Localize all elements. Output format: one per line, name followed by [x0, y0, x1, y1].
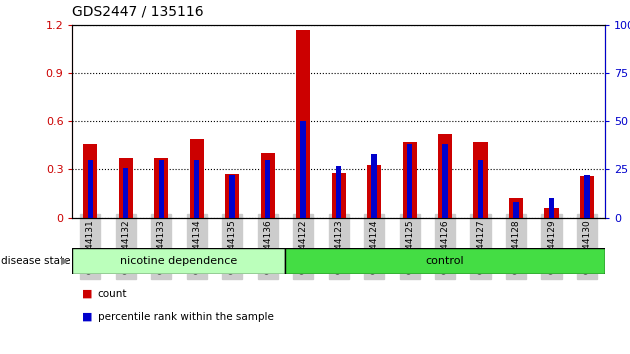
Bar	[336, 166, 341, 218]
Text: ■: ■	[82, 312, 93, 322]
Bar	[474, 142, 488, 218]
Text: count: count	[98, 289, 127, 299]
Bar	[123, 167, 129, 218]
Bar	[438, 134, 452, 218]
Text: disease state: disease state	[1, 256, 70, 266]
Bar	[225, 174, 239, 218]
Bar	[513, 202, 518, 218]
Bar	[154, 158, 168, 218]
Bar	[478, 160, 483, 218]
Bar	[229, 175, 235, 218]
Bar	[194, 160, 199, 218]
Bar	[580, 176, 594, 218]
Bar	[585, 175, 590, 218]
Bar	[544, 208, 559, 218]
Text: ■: ■	[82, 289, 93, 299]
Bar	[296, 30, 310, 218]
Bar	[407, 144, 412, 218]
Bar	[159, 160, 164, 218]
Bar	[118, 158, 133, 218]
Text: ▶: ▶	[61, 256, 69, 266]
Text: GDS2447 / 135116: GDS2447 / 135116	[72, 4, 204, 18]
Bar	[261, 153, 275, 218]
Bar	[190, 139, 203, 218]
Bar	[88, 160, 93, 218]
Bar	[285, 248, 605, 274]
Bar	[372, 154, 377, 218]
Bar	[301, 121, 306, 218]
Text: control: control	[426, 256, 464, 266]
Bar	[265, 160, 270, 218]
Text: percentile rank within the sample: percentile rank within the sample	[98, 312, 273, 322]
Bar	[83, 144, 97, 218]
Bar	[509, 198, 523, 218]
Bar	[549, 198, 554, 218]
Text: nicotine dependence: nicotine dependence	[120, 256, 238, 266]
Bar	[72, 248, 285, 274]
Bar	[442, 144, 448, 218]
Bar	[403, 142, 416, 218]
Bar	[331, 173, 346, 218]
Bar	[367, 165, 381, 218]
